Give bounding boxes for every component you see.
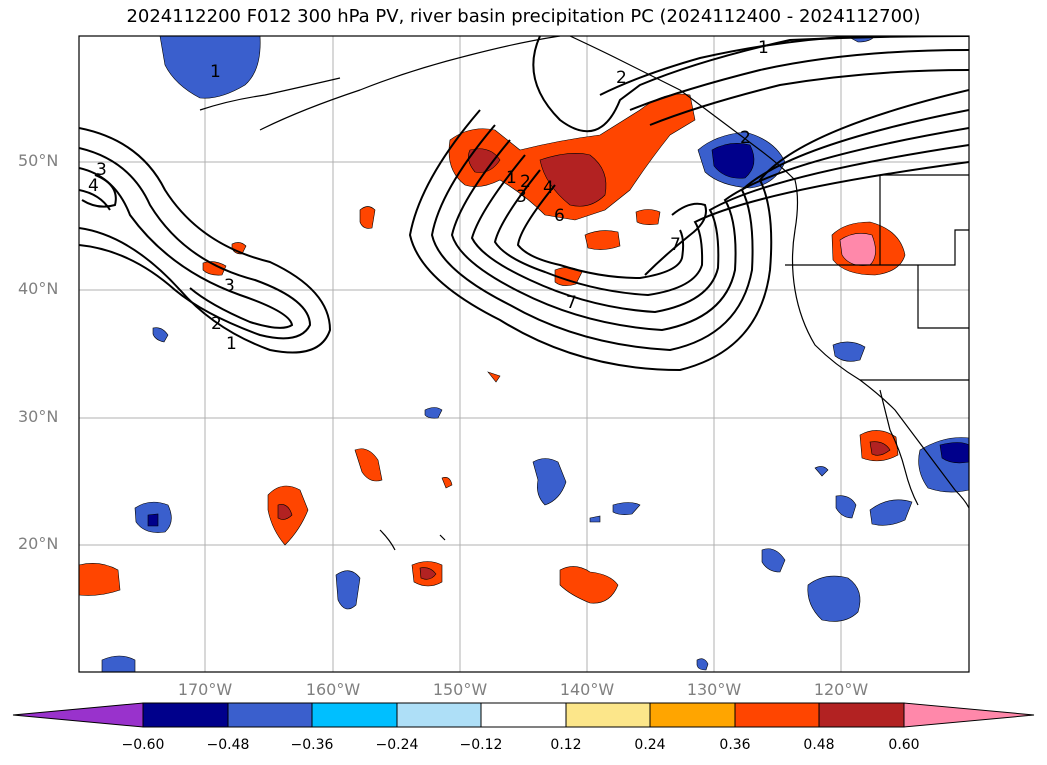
precip-blob-aleutian	[159, 36, 261, 99]
positive-precip-anomalies	[79, 93, 906, 604]
pv-label: 1	[226, 334, 237, 354]
lon-label-160w: 160°W	[305, 680, 361, 699]
pv-label: 2	[616, 68, 627, 88]
colorbar-segment	[565, 702, 651, 728]
colorbar-extend-low	[12, 702, 144, 728]
plot-frame	[78, 35, 970, 673]
colorbar-tick: 0.24	[634, 737, 666, 753]
colorbar-segment	[734, 702, 820, 728]
colorbar-segment	[227, 702, 313, 728]
colorbar-tick: 0.60	[888, 737, 920, 753]
pv-label: 4	[543, 178, 554, 198]
colorbar-segment	[311, 702, 398, 728]
lon-label-120w: 120°W	[813, 680, 869, 699]
lon-label-150w: 150°W	[432, 680, 488, 699]
colorbar-segment	[396, 702, 482, 728]
colorbar-tick: −0.48	[206, 737, 250, 753]
precip-blob-core	[539, 153, 607, 207]
lon-label-140w: 140°W	[559, 680, 615, 699]
colorbar-tick: −0.24	[375, 737, 419, 753]
colorbar-segment	[649, 702, 736, 728]
colorbar-tick: 0.36	[719, 737, 751, 753]
lat-label-50n: 50°N	[18, 151, 59, 170]
lat-label-30n: 30°N	[18, 407, 59, 426]
lat-label-40n: 40°N	[18, 279, 59, 298]
lon-label-170w: 170°W	[177, 680, 233, 699]
pv-contours	[79, 36, 969, 372]
colorbar-extend-high	[903, 702, 1035, 728]
colorbar	[12, 702, 1035, 728]
plot-area	[79, 36, 969, 672]
pv-label: 7	[670, 235, 681, 255]
pv-label: 4	[88, 176, 99, 196]
pv-label: 3	[516, 187, 527, 207]
pv-label: 1	[506, 168, 517, 188]
pv-label: 1	[758, 38, 769, 58]
lon-label-130w: 130°W	[686, 680, 742, 699]
colorbar-segment	[818, 702, 905, 728]
pv-label: 3	[224, 276, 235, 296]
colorbar-segment	[142, 702, 229, 728]
pv-label: 1	[210, 62, 221, 82]
pv-label: 6	[554, 206, 565, 226]
pv-label: 2	[520, 172, 531, 192]
colorbar-segment	[480, 702, 567, 728]
pv-label: 2	[211, 314, 222, 334]
coastlines	[199, 36, 969, 551]
colorbar-tick: −0.12	[459, 737, 503, 753]
colorbar-tick: 0.12	[550, 737, 582, 753]
colorbar-tick: −0.60	[121, 737, 165, 753]
pv-label: 7	[566, 293, 577, 313]
pv-label: 2	[740, 128, 751, 148]
pv-label: 3	[96, 160, 107, 180]
chart-title: 2024112200 F012 300 hPa PV, river basin …	[126, 6, 921, 27]
colorbar-tick: 0.48	[803, 737, 835, 753]
lat-label-20n: 20°N	[18, 534, 59, 553]
colorbar-tick: −0.36	[290, 737, 334, 753]
